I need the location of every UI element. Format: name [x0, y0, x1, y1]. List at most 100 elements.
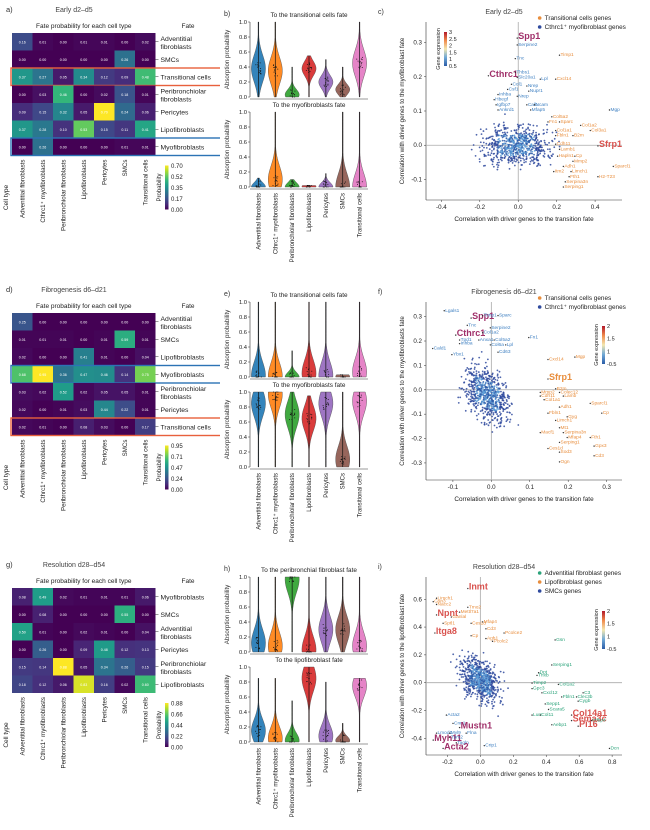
scatter-point [480, 150, 482, 152]
scatter-point [522, 150, 524, 152]
scatter-point [529, 124, 531, 126]
scatter-point [525, 132, 527, 134]
violin-point [323, 632, 324, 633]
violin-point [308, 647, 309, 648]
scatter-point [529, 157, 531, 159]
scatter-point [496, 157, 498, 159]
violin-point [273, 67, 274, 68]
y-axis-label: Absorption probability [224, 399, 231, 459]
category-label: Lipofibroblasts [307, 473, 313, 512]
scatter-point [483, 402, 485, 404]
scatter-point [468, 655, 470, 657]
scatter-point [488, 672, 490, 674]
scatter-point [470, 386, 472, 388]
scatter-point [480, 410, 482, 412]
cell-value: 0.05 [101, 390, 108, 394]
gene-label: Ybx1 [453, 352, 464, 358]
y-tick-label: 1.0 [239, 665, 247, 671]
cell-value: 0.01 [121, 145, 128, 149]
category-label: Pericytes [324, 748, 330, 773]
violin-point [256, 637, 257, 638]
scatter-point [469, 688, 471, 690]
scatter-fibrogenesis: f) Fibrogenesis d6–d21 -0.1 0.0 0.1 0.2 0.3 -0.… [370, 280, 650, 550]
cell-value: 0.00 [142, 613, 149, 617]
violin-point [275, 732, 276, 733]
scatter-point [499, 371, 501, 373]
fate-row-label: Lipofibroblasts [161, 127, 205, 134]
violin-point [361, 62, 362, 63]
scatter-point [470, 399, 472, 401]
cell-value: 0.08 [39, 613, 46, 617]
scatter-point [520, 124, 522, 126]
scatter-point [467, 667, 469, 669]
violin-point [306, 418, 307, 419]
violin-point [257, 400, 258, 401]
expression-colorbar [602, 326, 605, 364]
y-tick-label: -0.2 [411, 708, 422, 715]
y-tick-label: -0.1 [411, 176, 422, 183]
scatter-point [487, 699, 489, 701]
colorbar-tick: 0.52 [171, 175, 183, 181]
violin-point [344, 94, 345, 95]
violin-point [311, 414, 312, 415]
violin-point [323, 732, 324, 733]
violin-point [272, 185, 273, 186]
violin-point [276, 392, 277, 393]
scatter-point [489, 398, 491, 400]
violin-point [274, 641, 275, 642]
violin-point [257, 67, 258, 68]
scatter-point [480, 393, 482, 395]
scatter-point [501, 420, 503, 422]
violin-point [325, 372, 326, 373]
celltype-label: Transitional cells [142, 160, 149, 206]
scatter-point [504, 135, 506, 137]
violin-point [293, 93, 294, 94]
scatter-point [499, 414, 501, 416]
scatter-point [529, 145, 531, 147]
cell-value: 0.34 [101, 665, 108, 669]
scatter-point [488, 684, 490, 686]
cell-value: 0.26 [121, 665, 128, 669]
scatter-point [530, 150, 532, 152]
violin-point [340, 94, 341, 95]
gene-label: Limch1 [557, 417, 573, 423]
violin-point [308, 72, 309, 73]
gene-label: Serpine2 [518, 42, 538, 48]
violin-point [273, 647, 274, 648]
violin-point [359, 403, 360, 404]
scatter-point [475, 386, 477, 388]
scatter-point [494, 385, 496, 387]
violin-point [310, 376, 311, 377]
category-label: Adventitial fibroblasts [256, 473, 262, 530]
scatter-point [526, 155, 528, 157]
violin-point [361, 397, 362, 398]
scatter-point [499, 681, 501, 683]
violin-point [275, 175, 276, 176]
violin-point [257, 640, 258, 641]
cell-value: 0.48 [101, 648, 108, 652]
cell-value: 0.00 [121, 630, 128, 634]
scatter-point [493, 123, 495, 125]
violin-point [325, 370, 326, 371]
violin-point [259, 729, 260, 730]
scatter-point [474, 377, 476, 379]
cell-value: 0.01 [80, 40, 87, 44]
y-tick-label: 0.8 [239, 405, 247, 411]
cell-value: 0.02 [121, 683, 128, 687]
violin-point [308, 369, 309, 370]
violin-point [294, 94, 295, 95]
scatter-point [545, 144, 547, 146]
scatter-point [464, 391, 466, 393]
violin-point [359, 687, 360, 688]
scatter-point [507, 139, 509, 141]
y-tick-label: 0.2 [239, 450, 247, 456]
scatter-point [482, 698, 484, 700]
celltype-label: Pericytes [101, 440, 108, 465]
violin-point [311, 673, 312, 674]
cell-value: 0.05 [60, 75, 67, 79]
celltype-label: Cthrc1⁺ myofibroblasts [40, 160, 47, 223]
cell-value: 0.00 [60, 630, 67, 634]
scatter-point [484, 660, 486, 662]
scatter-point [490, 691, 492, 693]
scatter-point [486, 366, 488, 368]
